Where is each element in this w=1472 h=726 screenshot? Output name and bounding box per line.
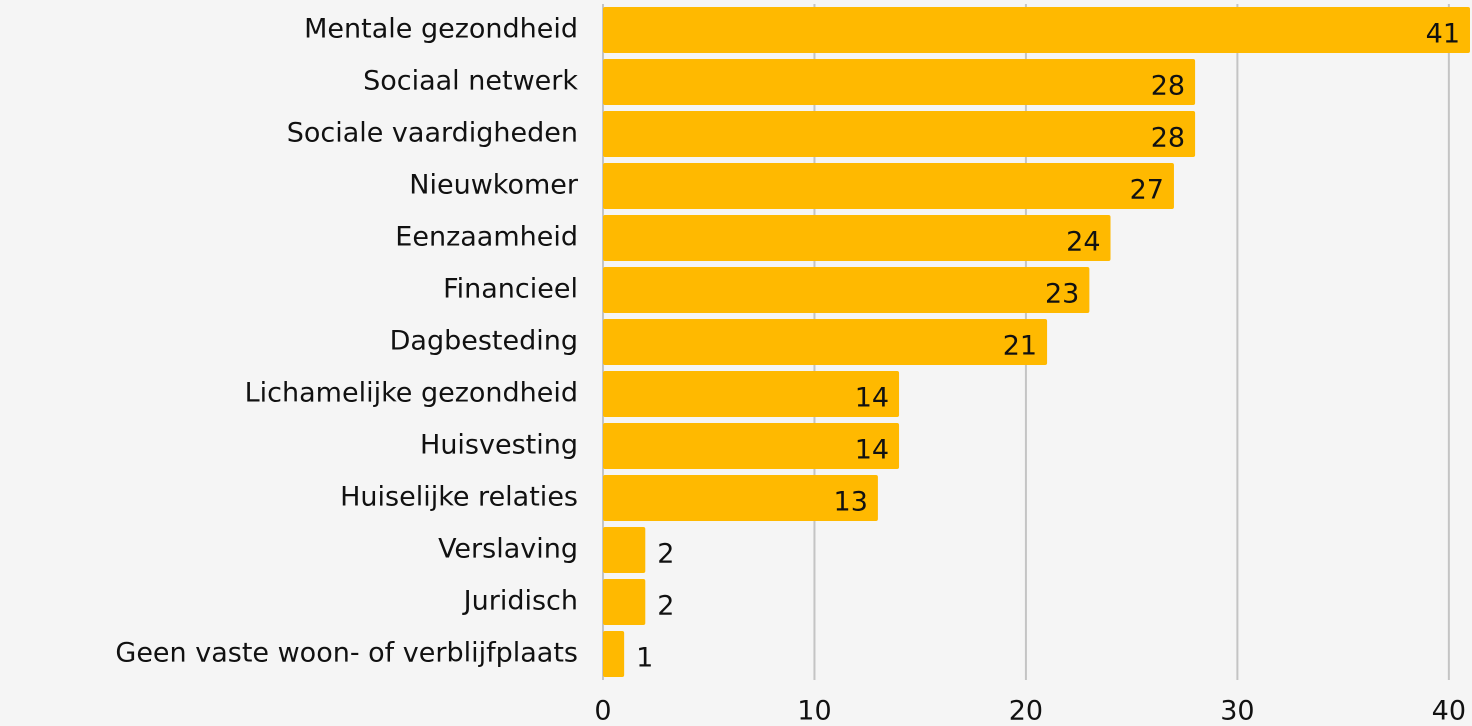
x-tick-label: 0 [594,696,611,726]
y-tick-label: Huisvesting [420,430,578,461]
value-label: 13 [834,487,868,518]
value-label: 23 [1045,279,1079,310]
y-tick-label: Geen vaste woon- of verblijfplaats [115,638,578,669]
value-label: 2 [657,591,674,622]
bar [603,7,1470,53]
value-label: 21 [1003,331,1037,362]
x-tick-label: 20 [1009,696,1043,726]
bar [603,215,1111,261]
value-label: 28 [1151,123,1185,154]
y-tick-label: Sociale vaardigheden [287,118,578,149]
y-tick-label: Juridisch [462,586,578,617]
value-label: 14 [855,383,889,414]
bar [603,111,1196,157]
value-label: 1 [636,643,653,674]
y-tick-label: Verslaving [438,534,578,565]
value-label: 14 [855,435,889,466]
bar [603,371,900,417]
bar [603,423,900,469]
y-tick-label: Lichamelijke gezondheid [245,378,578,409]
y-tick-label: Financieel [443,274,578,305]
x-tick-label: 10 [797,696,831,726]
y-tick-label: Nieuwkomer [409,170,579,201]
y-tick-label: Eenzaamheid [395,222,578,253]
value-label: 2 [657,539,674,570]
bar [603,267,1090,313]
y-tick-label: Mentale gezondheid [304,14,578,45]
y-tick-label: Dagbesteding [390,326,578,357]
bar [603,475,878,521]
value-label: 28 [1151,71,1185,102]
x-tick-label: 30 [1220,696,1254,726]
value-label: 27 [1130,175,1164,206]
value-label: 41 [1426,19,1460,50]
bar [603,319,1048,365]
bar [603,579,646,625]
bar [603,59,1196,105]
bar [603,527,646,573]
bar [603,631,625,677]
value-label: 24 [1066,227,1100,258]
y-tick-label: Huiselijke relaties [340,482,578,513]
y-tick-label: Sociaal netwerk [363,66,578,97]
x-tick-label: 40 [1432,696,1466,726]
bar [603,163,1174,209]
